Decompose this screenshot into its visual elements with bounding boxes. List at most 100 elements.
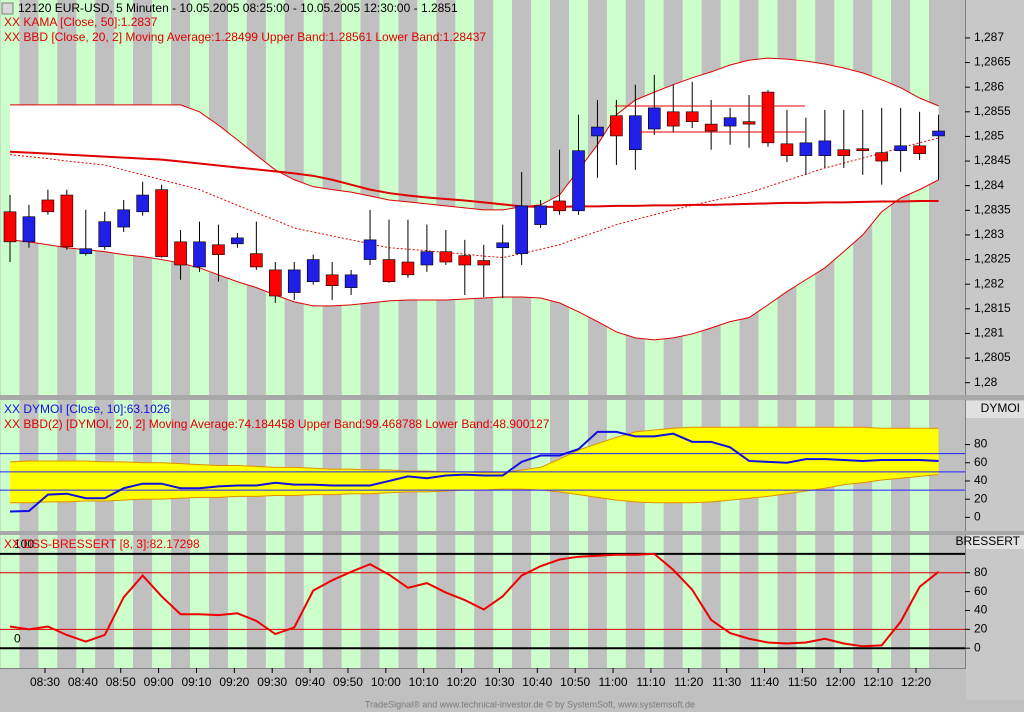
legend-entry: XX DSS-BRESSERT [8, 3]:82.17298	[4, 537, 200, 551]
stripe	[455, 0, 475, 668]
y-tick-label: 1,284	[974, 178, 1004, 192]
candle-body	[666, 111, 680, 127]
x-tick-label: 11:40	[750, 675, 779, 689]
candle-body	[837, 149, 851, 156]
candle-body	[647, 107, 661, 130]
candle-body	[325, 274, 339, 286]
candle-body	[799, 142, 813, 156]
candle-body	[420, 251, 434, 266]
legend-entry: XX BBD(2) [DYMOI, 20, 2] Moving Average:…	[4, 417, 550, 431]
x-tick-label: 10:20	[447, 675, 477, 689]
candle-body	[553, 200, 566, 212]
candle-body	[401, 261, 415, 276]
stripe	[360, 0, 380, 668]
stripe	[265, 0, 285, 668]
x-tick-label: 11:30	[712, 675, 741, 689]
y-tick-label: 1,287	[974, 30, 1004, 44]
chart-title: 12120 EUR-USD, 5 Minuten - 10.05.2005 08…	[18, 1, 458, 15]
panel-label: DYMOI	[981, 401, 1020, 415]
candle-body	[572, 150, 585, 212]
x-tick-label: 10:50	[560, 675, 590, 689]
candle-body	[496, 242, 510, 249]
y-tick-label: 80	[974, 437, 988, 451]
x-tick-label: 09:40	[295, 675, 325, 689]
stripe	[303, 0, 323, 668]
candle-body	[704, 123, 718, 132]
x-tick-label: 09:10	[181, 675, 211, 689]
candle-body	[117, 209, 130, 228]
candle-body	[250, 253, 263, 268]
stripe	[246, 0, 266, 668]
stripe	[550, 0, 570, 668]
y-tick-label: 0	[974, 640, 981, 654]
y-tick-label: 1,281	[974, 326, 1004, 340]
x-tick-label: 11:20	[674, 675, 703, 689]
level-label: 100	[14, 537, 34, 551]
x-tick-label: 09:50	[333, 675, 363, 689]
y-tick-label: 60	[974, 455, 988, 469]
stripe	[0, 0, 20, 668]
candle-body	[477, 260, 491, 266]
candle-body	[723, 117, 737, 127]
candle-body	[268, 269, 282, 297]
candle-body	[41, 199, 55, 213]
candle-body	[193, 241, 206, 268]
candle-body	[818, 140, 832, 156]
candle-body	[458, 255, 472, 266]
candle-body	[913, 145, 926, 154]
candle-body	[3, 211, 17, 243]
stripe	[19, 0, 39, 668]
candle-body	[382, 259, 396, 283]
candle-body	[534, 205, 547, 225]
x-tick-label: 12:20	[901, 675, 931, 689]
stripe	[133, 0, 153, 668]
x-tick-label: 12:00	[825, 675, 855, 689]
candle-body	[610, 115, 623, 137]
candle-body	[685, 111, 699, 122]
x-tick-label: 10:40	[522, 675, 552, 689]
plot-area	[0, 57, 965, 650]
y-tick-label: 1,2835	[974, 202, 1011, 216]
x-tick-label: 11:50	[788, 675, 817, 689]
stripe	[152, 0, 172, 668]
candle-body	[98, 221, 112, 248]
upper-band	[10, 57, 939, 211]
panel-label-box	[966, 401, 1024, 418]
candle-body	[231, 237, 244, 245]
stripe	[38, 0, 58, 668]
stripe	[493, 0, 513, 668]
x-tick-label: 12:10	[863, 675, 893, 689]
y-tick-label: 40	[974, 603, 988, 617]
y-tick-label: 1,2805	[974, 350, 1011, 364]
stripe	[436, 0, 456, 668]
stripe	[171, 0, 191, 668]
y-tick-label: 1,28	[974, 375, 998, 389]
stripe	[417, 0, 437, 668]
stripe	[284, 0, 304, 668]
x-tick-label: 08:50	[106, 675, 136, 689]
y-tick-label: 40	[974, 473, 988, 487]
candle-body	[306, 259, 320, 283]
candle-body	[856, 148, 870, 152]
y-tick-label: 20	[974, 621, 988, 635]
stripe	[531, 0, 551, 668]
indicator-line	[9, 430, 939, 513]
x-tick-label: 08:30	[30, 675, 60, 689]
candle-body	[894, 145, 907, 152]
stripe	[114, 0, 134, 668]
candle-body	[136, 194, 149, 213]
y-tick-label: 1,2845	[974, 153, 1011, 167]
candle-body	[780, 143, 794, 156]
axis-area	[965, 0, 1024, 700]
candle-body	[875, 152, 889, 162]
y-tick-label: 20	[974, 491, 988, 505]
x-tick-label: 09:30	[257, 675, 287, 689]
y-tick-label: 0	[974, 510, 981, 524]
stripe	[322, 0, 342, 668]
x-tick-label: 10:30	[484, 675, 514, 689]
candle-body	[629, 115, 642, 151]
y-tick-label: 1,2825	[974, 252, 1011, 266]
legend-entry: XX KAMA [Close, 50]:1.2837	[4, 15, 158, 29]
x-tick-label: 11:10	[636, 675, 665, 689]
